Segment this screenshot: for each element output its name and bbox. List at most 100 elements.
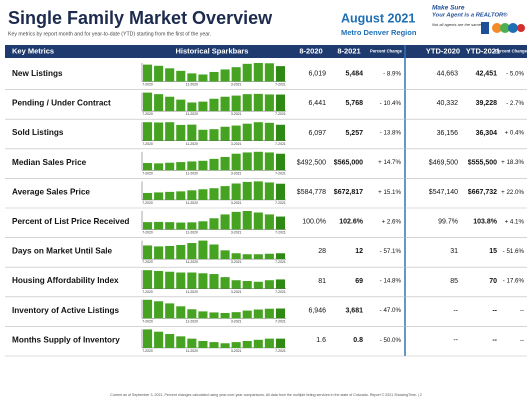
sparkbar [176,191,186,200]
sparkbar [253,212,263,230]
spark-tick-label: 7-2021 [275,349,286,353]
sparkbar [220,343,230,348]
cell-value: 44,663 [437,71,459,78]
realtor-mark [481,22,489,34]
sparkbar [176,162,186,171]
sparkbar [231,95,241,112]
spark-tick-label: 7-2020 [142,83,153,87]
sparkbar [253,281,263,289]
logo-circle [517,24,525,32]
cell-value: 15 [489,248,497,255]
sparkbar [242,280,252,289]
sparkbar [198,311,208,319]
logo-circle [508,23,518,33]
cell-value: 100.0% [302,219,326,226]
cell-value: 81 [318,278,326,285]
metric-label: Days on Market Until Sale [12,247,113,256]
sparkbar [187,243,197,260]
sparkbar [275,66,285,82]
sparkbar [143,329,153,348]
sparkbar [187,338,197,348]
spark-tick-label: 7-2021 [275,201,286,205]
region: Metro Denver Region [341,28,417,37]
sparkbar [253,151,263,171]
sparkbar [198,74,208,82]
sparkbar [209,188,219,200]
spark-tick-label: 7-2021 [275,171,286,175]
sparkbar [253,181,263,200]
sparkbar [165,96,175,112]
sparkbar [220,214,230,230]
spark-tick-label: 11-2020 [186,349,198,353]
sparkbar [143,245,153,260]
column-header: 8-2021 [337,46,360,55]
sparkbar [242,211,252,230]
sparkbar [220,126,230,141]
metric-label: Average Sales Price [12,187,90,196]
sparkbar [231,342,241,348]
sparkbar [220,69,230,82]
spark-tick-label: 7-2021 [275,112,286,116]
cell-value: $492,500 [297,159,326,166]
cell-value: + 4.1% [505,218,525,225]
sparkbar [187,222,197,230]
sparkbar [231,67,241,82]
spark-tick-label: 3-2021 [231,231,242,235]
sparkbar [264,63,274,82]
sparkbar [242,340,252,348]
sparkbar [198,340,208,348]
sparkbar [198,160,208,171]
sparkbar [165,122,175,141]
sparkbar [154,221,164,230]
cell-value: 6,019 [308,71,326,78]
cell-value: - 51.6% [503,248,525,255]
sparkbar [275,94,285,112]
sparkbar [198,101,208,112]
cell-value: 12 [355,248,363,255]
sparkbar [275,279,285,289]
sparkbar [154,246,164,260]
column-header: Percent Change [495,49,528,54]
sparkbar [253,63,263,82]
sparkbar [231,183,241,200]
sparkbar [231,280,241,289]
metric-label: Inventory of Active Listings [12,306,120,315]
cell-value: 103.8% [473,219,498,226]
cell-value: 42,451 [476,71,498,78]
logo-circle [500,23,510,33]
logo-tagline: Not all agents are the same! [432,22,483,27]
cell-value: + 14.7% [378,159,401,166]
column-header: YTD-2020 [426,46,460,55]
sparkbar [220,312,230,319]
sparkbar [143,299,153,319]
sparkbar [154,301,164,319]
cell-value: + 15.1% [378,189,401,196]
sparkbar [264,253,274,260]
sparkbar [275,308,285,319]
cell-value: 40,332 [437,100,459,107]
metric-label: New Listings [12,69,63,78]
sparkbar [275,183,285,200]
sparkbar [231,125,241,141]
cell-value: - 50.0% [380,337,402,344]
spark-tick-label: 3-2021 [231,290,242,294]
sparkbar [231,211,241,230]
spark-tick-label: 11-2020 [186,260,198,264]
spark-tick-label: 7-2021 [275,319,286,323]
spark-tick-label: 11-2020 [186,290,198,294]
sparkbar [154,94,164,112]
logo-circle [492,23,502,33]
sparkbar [209,98,219,112]
subtitle: Key metrics by report month and for year… [8,31,211,37]
cell-value: + 18.3% [501,159,524,166]
spark-tick-label: 7-2020 [142,142,153,146]
sparkbar [264,122,274,141]
sparkbar [176,124,186,141]
sparkbar [165,245,175,260]
report-month: August 2021 [341,11,415,25]
sparkbar [176,272,186,289]
sparkbar [176,244,186,260]
cell-value: $469,500 [429,159,458,166]
spark-tick-label: 7-2021 [275,231,286,235]
sparkbar [187,309,197,319]
